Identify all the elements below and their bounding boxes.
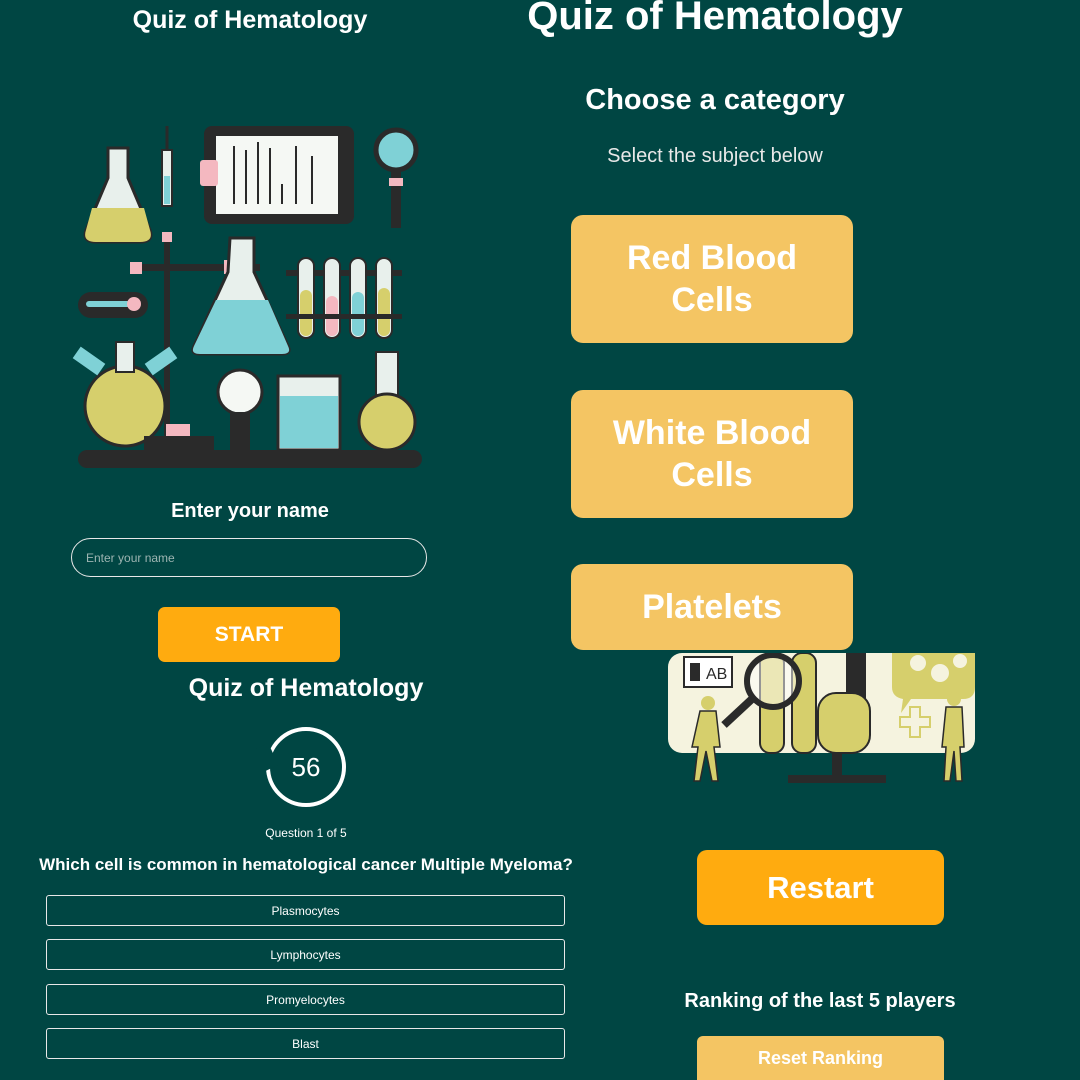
quiz-title: Quiz of Hematology [188,674,424,702]
answer-option-2[interactable]: Lymphocytes [46,939,565,970]
category-red-blood-cells-button[interactable]: Red Blood Cells [571,215,853,343]
timer-value: 56 [291,751,321,782]
category-platelets-button[interactable]: Platelets [571,564,853,650]
question-text: Which cell is common in hematological ca… [39,855,573,874]
name-input[interactable] [71,538,427,577]
choose-category-subtitle: Select the subject below [607,145,823,167]
name-label: Enter your name [171,500,329,522]
welcome-title: Quiz of Hematology [132,6,368,34]
blood-type-label: AB [706,666,727,683]
category-page-title: Quiz of Hematology [527,0,903,38]
answer-option-4[interactable]: Blast [46,1028,565,1059]
choose-category-heading: Choose a category [585,84,845,116]
restart-button[interactable]: Restart [697,850,944,925]
category-white-blood-cells-button[interactable]: White Blood Cells [571,390,853,518]
lab-equipment-icon [72,126,422,468]
question-counter: Question 1 of 5 [265,826,347,840]
countdown-timer: 56 [266,727,346,807]
start-button[interactable]: START [158,607,340,662]
laboratory-scene-icon: AB [668,653,975,783]
answer-option-3[interactable]: Promyelocytes [46,984,565,1015]
reset-ranking-button[interactable]: Reset Ranking [697,1036,944,1080]
ranking-title: Ranking of the last 5 players [684,990,956,1012]
answer-option-1[interactable]: Plasmocytes [46,895,565,926]
